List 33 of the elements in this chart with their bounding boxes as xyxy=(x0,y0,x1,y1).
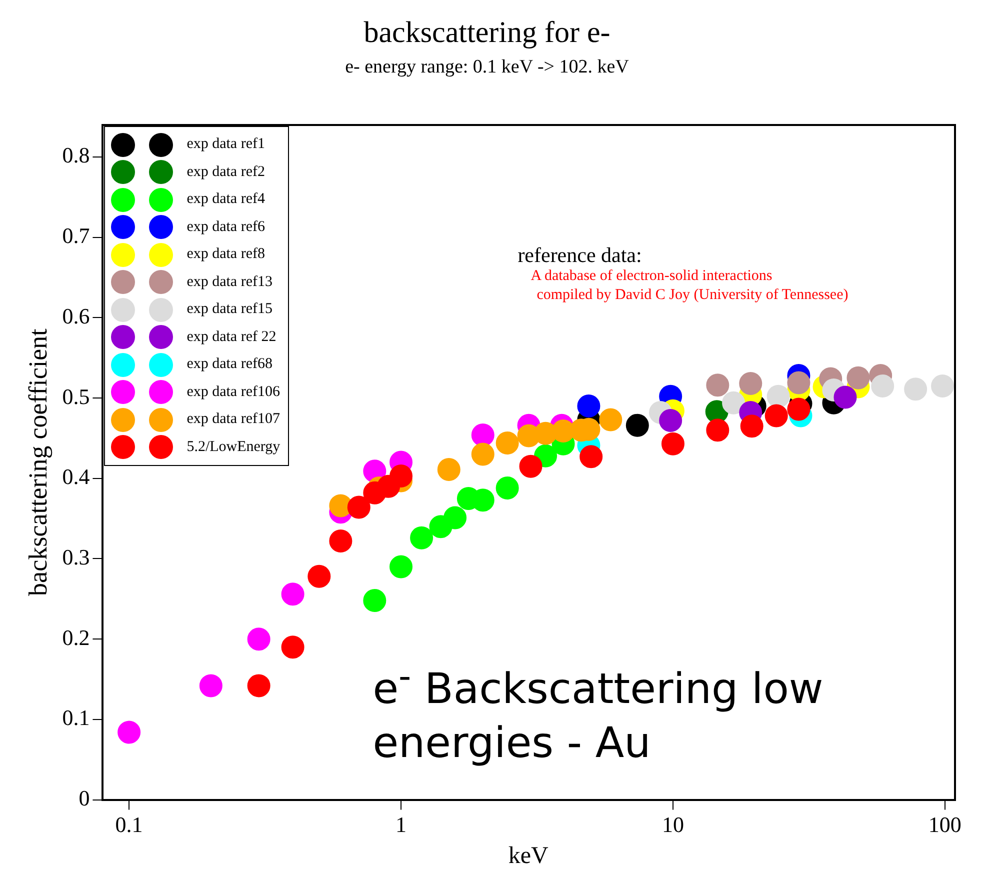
annotation: e$^{-}$ Backscattering low energies - Au xyxy=(372,656,824,770)
legend-label: exp data ref2 xyxy=(186,164,265,181)
legend-label: exp data ref 22 xyxy=(186,328,276,346)
legend-label: exp data ref1 xyxy=(186,136,265,154)
y-tick-label: 0.1 xyxy=(62,705,90,730)
legend-label: exp data ref107 xyxy=(186,411,280,428)
x-tick-label: 10 xyxy=(662,812,684,837)
y-tick-label: 0.7 xyxy=(62,223,90,248)
y-tick-label: 0.3 xyxy=(62,544,90,570)
x-axis-title: keV xyxy=(508,842,550,869)
legend-label: exp data ref8 xyxy=(186,246,265,264)
legend-label: exp data ref13 xyxy=(186,274,272,291)
annotation: A database of electron-solid interactions xyxy=(530,268,772,285)
y-tick-label: 0.2 xyxy=(62,624,90,650)
annotation: compiled by David C Joy (University of Tennessee) xyxy=(536,286,848,304)
annotation: reference data: xyxy=(518,242,642,268)
x-tick-label: 100 xyxy=(928,812,962,837)
chart-subtitle: e- energy range: 0.1 keV -> 102. keV xyxy=(345,56,630,78)
chart-title: backscattering for e- xyxy=(364,16,610,49)
y-axis-title: backscattering coefficient xyxy=(23,328,52,596)
y-tick-label: 0 xyxy=(78,786,90,811)
x-tick-label: 0.1 xyxy=(115,812,143,837)
y-tick-label: 0.5 xyxy=(62,384,90,409)
legend-label: exp data ref4 xyxy=(186,191,265,208)
legend-label: exp data ref106 xyxy=(186,384,280,401)
legend-label: exp data ref15 xyxy=(186,301,272,318)
y-tick-label: 0.6 xyxy=(62,303,90,328)
legend-label: exp data ref6 xyxy=(186,218,265,236)
legend-label: 5.2/LowEnergy xyxy=(186,438,280,456)
x-tick-label: 1 xyxy=(396,812,407,837)
legend-label: exp data ref68 xyxy=(186,356,272,374)
y-tick-label: 0.8 xyxy=(62,142,90,168)
y-tick-label: 0.4 xyxy=(62,464,90,490)
